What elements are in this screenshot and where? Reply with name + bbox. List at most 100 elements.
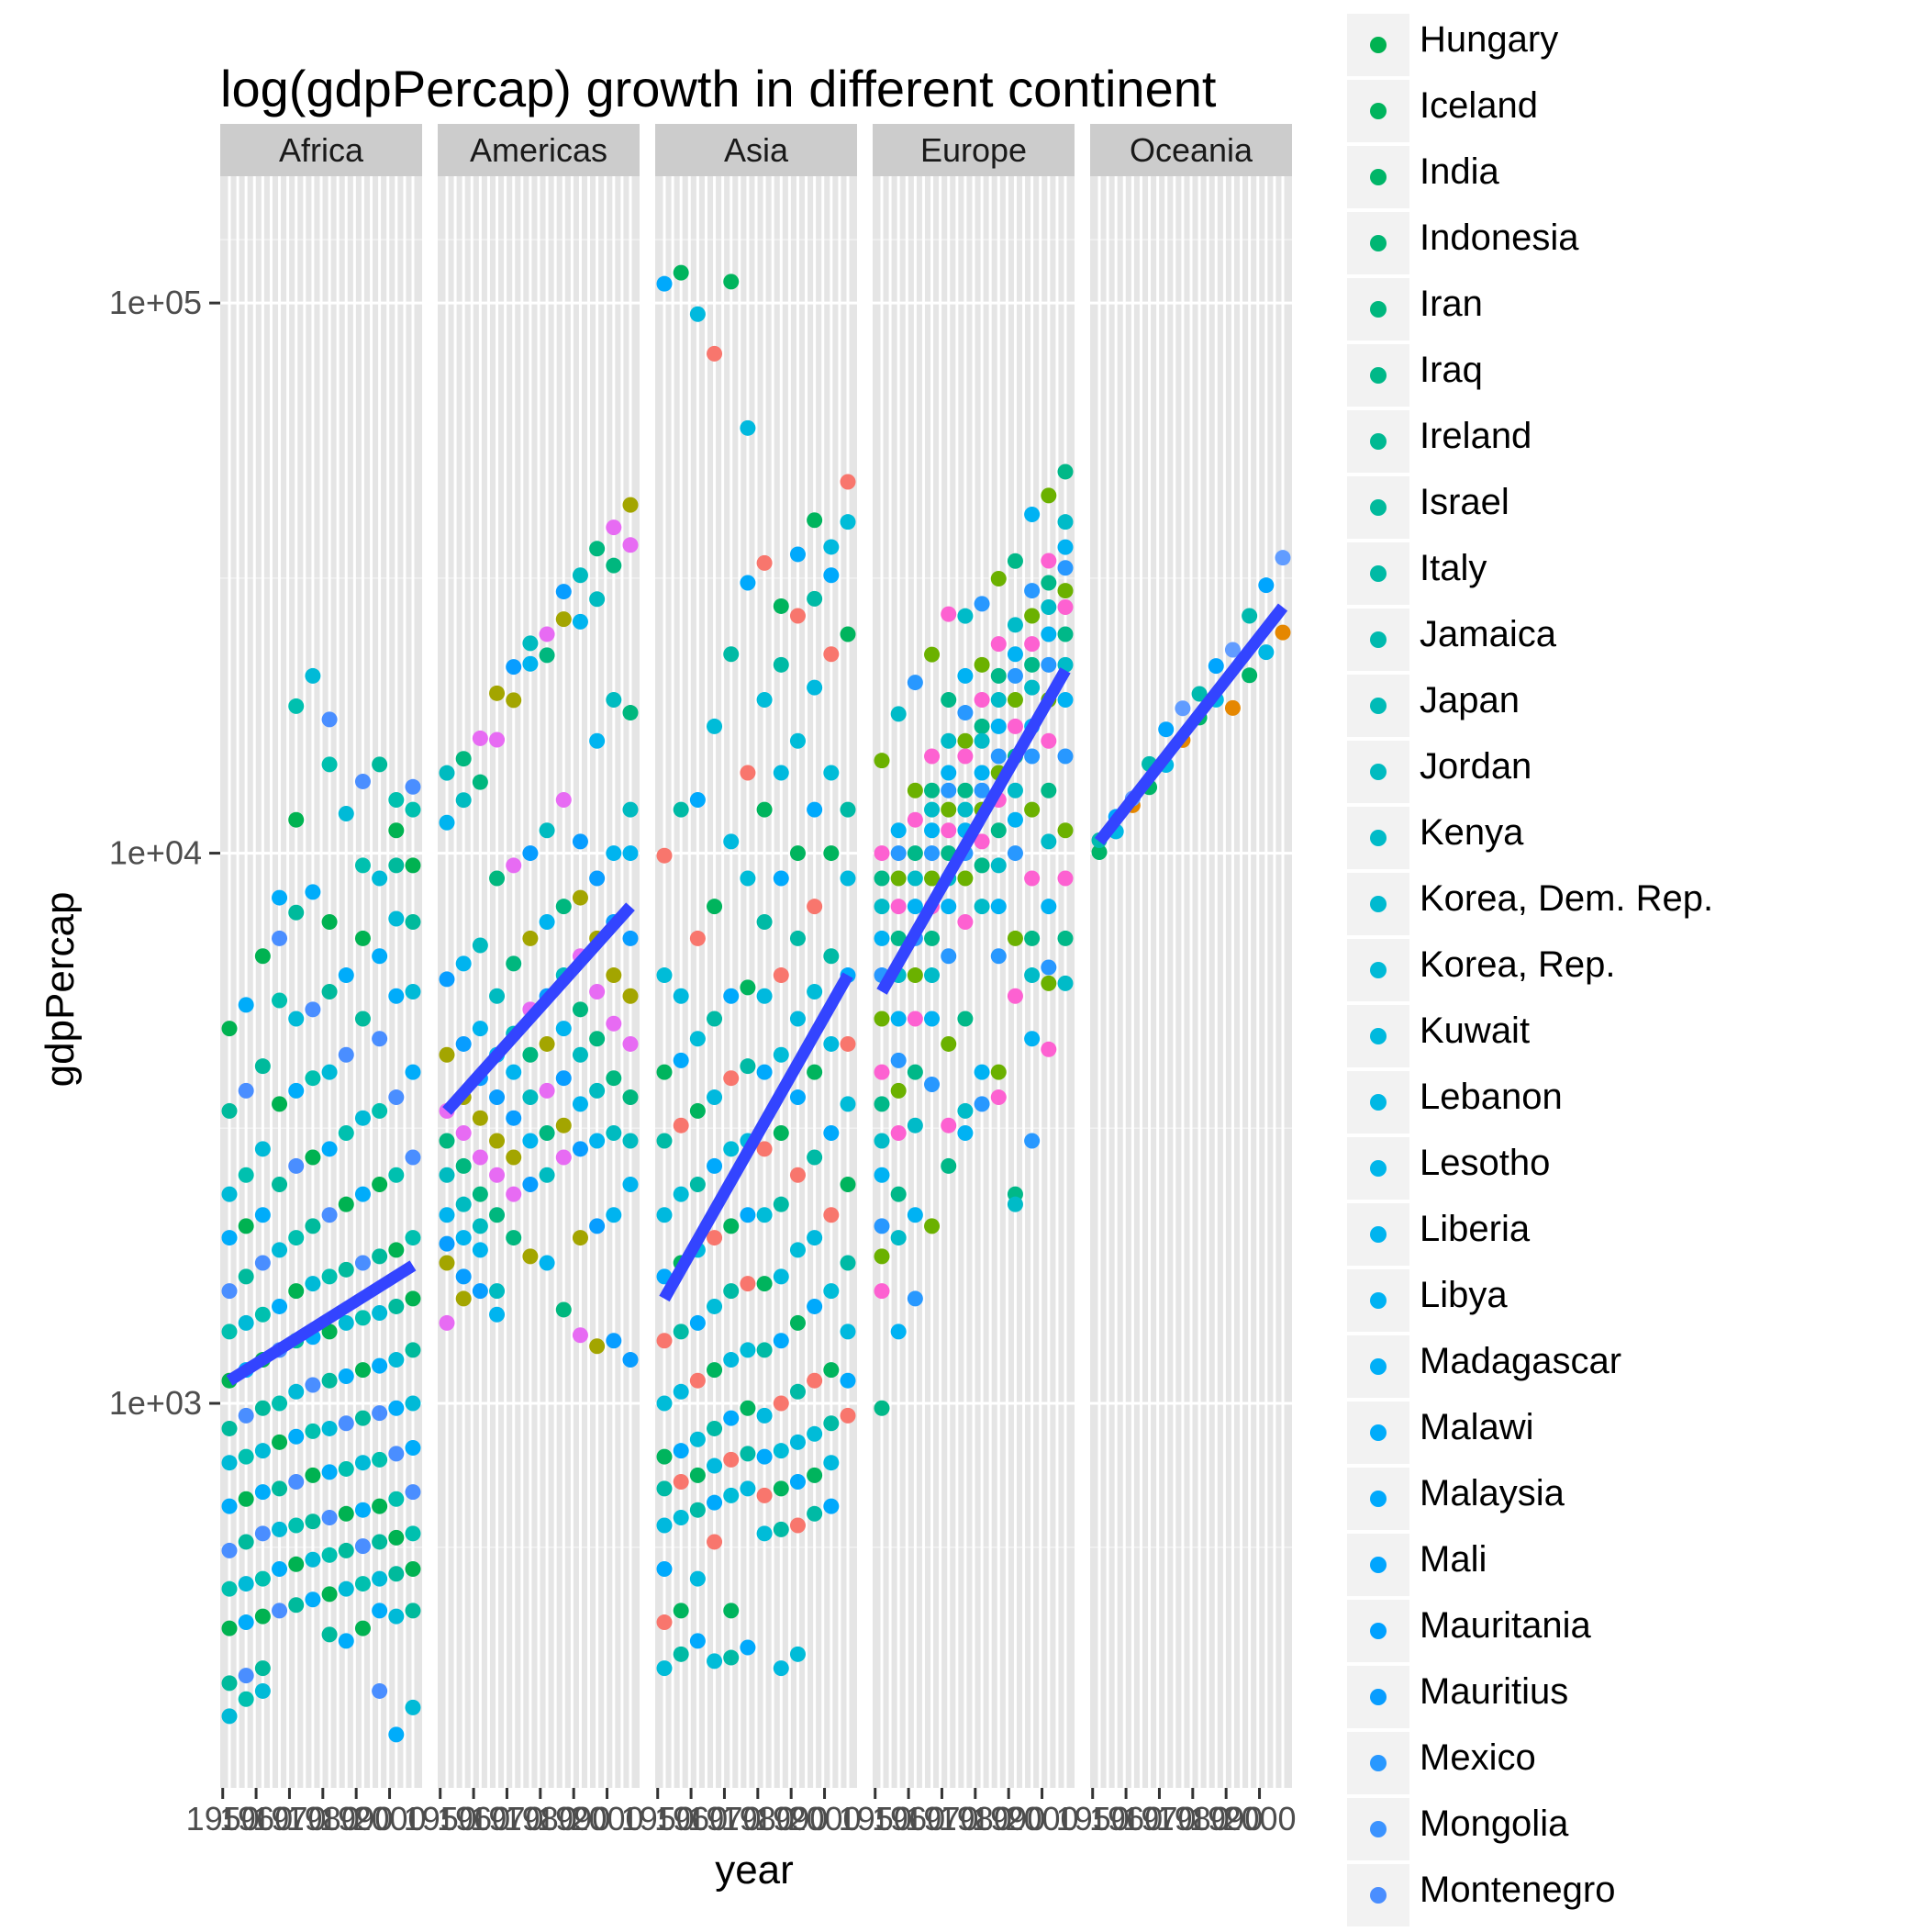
data-point [572, 889, 588, 906]
x-tick-label: 2000 [570, 1800, 643, 1837]
legend-key [1345, 276, 1411, 342]
legend-label: Indonesia [1420, 218, 1579, 258]
data-point [321, 1420, 338, 1436]
data-point [990, 667, 1007, 684]
data-point [1258, 577, 1275, 594]
data-point [941, 1157, 957, 1174]
data-point [656, 1133, 673, 1149]
data-point [305, 1377, 321, 1393]
data-point [1057, 514, 1074, 530]
data-point [305, 1276, 321, 1292]
data-point [740, 419, 756, 436]
data-point [572, 1096, 588, 1112]
data-point [288, 1157, 305, 1174]
x-tick-label: 1950 [404, 1800, 477, 1837]
legend-dot-icon [1370, 764, 1387, 780]
data-point [957, 667, 974, 684]
data-point [756, 691, 773, 708]
data-point [773, 765, 789, 781]
data-point [372, 1102, 388, 1119]
data-point [555, 1070, 572, 1087]
legend-key [1345, 1796, 1411, 1862]
data-point [455, 1268, 472, 1285]
data-point [673, 264, 689, 281]
data-point [589, 870, 606, 887]
trend-line [1094, 603, 1288, 845]
data-point [941, 691, 957, 708]
data-point [288, 1556, 305, 1572]
y-tick-label: 1e+03 [109, 1384, 202, 1422]
data-point [941, 1035, 957, 1052]
data-point [673, 1323, 689, 1340]
data-point [957, 1124, 974, 1141]
data-point [622, 930, 639, 946]
data-point [272, 1521, 288, 1537]
data-point [606, 967, 622, 984]
data-point [807, 590, 823, 607]
data-point [522, 1046, 539, 1063]
legend-dot-icon [1370, 499, 1387, 516]
legend-label: Ireland [1420, 416, 1532, 456]
data-point [321, 984, 338, 1000]
data-point [288, 1082, 305, 1099]
data-point [1024, 801, 1041, 818]
data-point [990, 691, 1007, 708]
data-point [874, 930, 890, 946]
data-point [254, 1608, 271, 1625]
y-axis-title: gdpPercap [38, 892, 83, 1088]
data-point [221, 1580, 238, 1597]
data-point [388, 1089, 405, 1106]
data-point [723, 1649, 740, 1666]
x-tick-label: 1990 [1189, 1800, 1263, 1837]
data-point [221, 1708, 238, 1725]
data-point [238, 1082, 254, 1099]
data-point [622, 1176, 639, 1192]
data-point [907, 1290, 923, 1307]
data-point [622, 845, 639, 862]
legend-item: Lesotho [1345, 1135, 1712, 1201]
data-point [1041, 975, 1057, 991]
data-point [321, 1586, 338, 1603]
data-point [388, 857, 405, 874]
data-point [572, 613, 588, 630]
x-tick-label: 1990 [537, 1800, 610, 1837]
x-tick-label: 1950 [621, 1800, 695, 1837]
x-tick-label: 1980 [939, 1800, 1012, 1837]
data-point [238, 1614, 254, 1631]
data-point [254, 1058, 271, 1075]
legend-key [1345, 210, 1411, 276]
data-point [756, 801, 773, 818]
data-point [439, 1167, 455, 1183]
data-point [372, 1498, 388, 1514]
data-point [338, 1314, 354, 1331]
data-point [974, 691, 990, 708]
data-point [773, 1660, 789, 1677]
data-point [589, 1133, 606, 1149]
data-point [622, 1035, 639, 1052]
data-point [957, 732, 974, 749]
legend-dot-icon [1370, 37, 1387, 53]
data-point [1024, 967, 1041, 984]
data-point [288, 1517, 305, 1534]
legend-label: Iran [1420, 284, 1483, 324]
data-point [957, 748, 974, 765]
data-point [555, 1149, 572, 1166]
data-point [707, 899, 723, 915]
legend-item: Mongolia [1345, 1796, 1712, 1862]
data-point [254, 1141, 271, 1157]
data-point [807, 801, 823, 818]
facet-strip-label: Africa [279, 131, 364, 169]
data-point [305, 1591, 321, 1608]
facet-strip [438, 124, 640, 176]
data-point [388, 910, 405, 927]
data-point [689, 306, 706, 322]
data-point [990, 636, 1007, 653]
data-point [272, 1395, 288, 1412]
data-point [606, 519, 622, 536]
data-point [522, 1089, 539, 1106]
facet-strip-label: Europe [920, 131, 1027, 169]
data-point [338, 1124, 354, 1141]
x-tick-label: 1970 [252, 1800, 326, 1837]
data-point [288, 811, 305, 828]
data-point [773, 1196, 789, 1212]
